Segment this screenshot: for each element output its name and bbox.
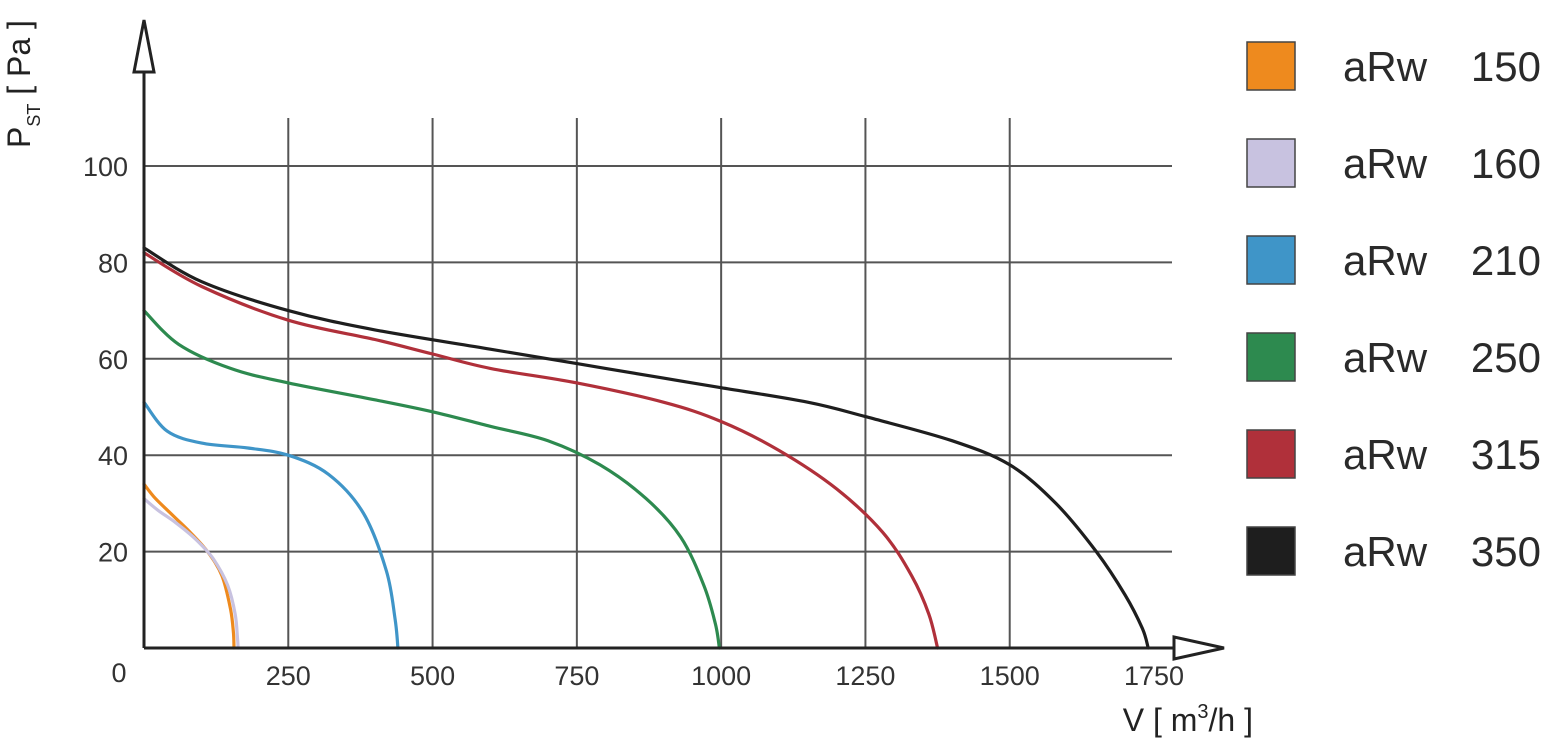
legend-swatch-arw-210 — [1246, 235, 1296, 285]
y-axis-title-tail: [ Pa ] — [1, 20, 37, 104]
y-axis-arrow — [132, 19, 156, 74]
x-axis-title: V [ m3/h ] — [1123, 701, 1253, 738]
x-tick-label: 1250 — [835, 661, 895, 691]
legend-label-name: aRw — [1343, 431, 1428, 478]
legend-label-name: aRw — [1343, 140, 1428, 187]
x-tick-label: 1000 — [691, 661, 751, 691]
y-tick-label: 60 — [98, 345, 128, 375]
x-axis-title-tail: /h ] — [1209, 702, 1253, 738]
legend-swatch-arw-160 — [1246, 138, 1296, 188]
legend-label-name: aRw — [1343, 334, 1428, 381]
y-axis-title: PST [ Pa ] — [1, 20, 44, 148]
series-line-arw-160 — [142, 497, 240, 650]
series-line-arw-315 — [142, 251, 940, 650]
legend-label-number: 250 — [1471, 334, 1541, 381]
legend-label-number: 210 — [1471, 237, 1541, 284]
legend: aRw 150 aRw 160 aRw 210 aRw 250 aRw 315 aRw 350 — [1246, 41, 1541, 576]
x-axis-title-sup: 3 — [1197, 701, 1208, 723]
x-axis-arrow — [1172, 635, 1225, 661]
series-curves — [142, 246, 1150, 650]
legend-swatch-arw-315 — [1246, 429, 1296, 479]
legend-label-name: aRw — [1343, 528, 1428, 575]
y-axis-title-sub: ST — [24, 104, 44, 127]
legend-label-number: 350 — [1471, 528, 1541, 575]
legend-label-number: 160 — [1471, 140, 1541, 187]
legend-label-number: 150 — [1471, 43, 1541, 90]
legend-label-number: 315 — [1471, 431, 1541, 478]
x-tick-label: 1750 — [1124, 661, 1184, 691]
tick-labels: 20 40 60 80 100 250 500 750 1000 1250 1500 1750 — [83, 152, 1184, 691]
y-tick-label: 40 — [98, 441, 128, 471]
x-axis-title-main: V [ m — [1123, 702, 1198, 738]
x-tick-label: 1500 — [980, 661, 1040, 691]
origin-label: 0 — [111, 658, 126, 688]
x-tick-label: 500 — [410, 661, 455, 691]
axes — [132, 19, 1225, 661]
y-axis-title-main: P — [1, 127, 37, 148]
series-line-arw-350 — [142, 246, 1150, 650]
legend-swatch-arw-150 — [1246, 41, 1296, 91]
legend-swatch-arw-250 — [1246, 332, 1296, 382]
legend-swatch-arw-350 — [1246, 526, 1296, 576]
y-tick-label: 20 — [98, 538, 128, 568]
y-tick-label: 100 — [83, 152, 128, 182]
legend-label-name: aRw — [1343, 237, 1428, 284]
x-tick-label: 750 — [554, 661, 599, 691]
series-line-arw-210 — [142, 400, 400, 650]
x-tick-label: 250 — [266, 661, 311, 691]
grid-lines — [144, 118, 1172, 648]
y-tick-label: 80 — [98, 248, 128, 278]
legend-label-name: aRw — [1343, 43, 1428, 90]
series-line-arw-250 — [142, 309, 721, 650]
